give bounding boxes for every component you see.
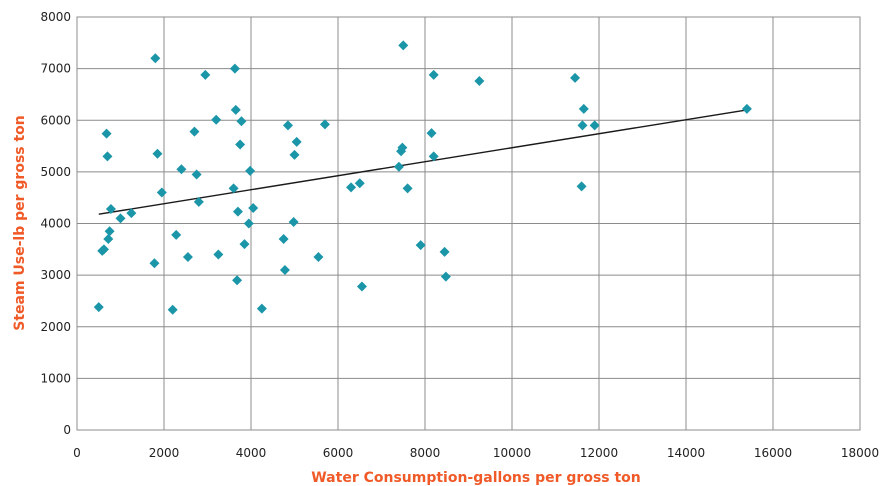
data-point [211,114,222,125]
trendline-layer [98,109,748,215]
data-point [439,246,450,257]
data-point [291,136,302,147]
data-point [228,183,239,194]
data-point [189,126,200,137]
data-point [356,281,367,292]
data-point [200,69,211,80]
grid-lines [76,16,861,431]
data-point [288,216,299,227]
y-tick-label: 6000 [40,113,71,127]
x-tick-label: 14000 [667,446,705,460]
data-point [235,139,246,150]
data-point [589,120,600,131]
x-tick-label: 16000 [754,446,792,460]
data-point [101,128,112,139]
data-point [428,69,439,80]
data-point [346,182,357,193]
x-tick-label: 0 [73,446,81,460]
data-point [576,181,587,192]
data-point [474,76,485,87]
data-point [176,164,187,175]
y-tick-label: 5000 [40,165,71,179]
x-tick-label: 4000 [236,446,267,460]
data-point [398,40,409,51]
data-point [426,128,437,139]
data-point [741,103,752,114]
data-point [126,208,137,219]
data-point [232,275,243,286]
data-point [150,53,161,64]
data-point [279,264,290,275]
data-point [428,151,439,162]
data-point [232,206,243,217]
x-tick-label: 10000 [493,446,531,460]
data-point [319,119,330,130]
y-tick-label: 0 [63,423,71,437]
data-point [256,303,267,314]
y-tick-label: 8000 [40,10,71,24]
data-point [415,240,426,251]
data-point [278,233,289,244]
data-point [354,178,365,189]
y-axis-ticks: 0 1000 2000 3000 4000 5000 6000 7000 8000 [40,10,71,437]
data-point [171,229,182,240]
data-point [282,120,293,131]
y-tick-label: 4000 [40,217,71,231]
data-point [182,252,193,263]
data-point [397,142,408,153]
data-point [98,244,109,255]
x-tick-label: 6000 [323,446,354,460]
data-point [156,187,167,198]
data-point [191,169,202,180]
trendline [98,109,748,215]
x-axis-title: Water Consumption-gallons per gross ton [311,470,641,486]
data-point [193,196,204,207]
data-point [115,213,126,224]
y-tick-label: 2000 [40,320,71,334]
data-point [103,233,114,244]
data-point [289,149,300,160]
data-point [245,165,256,176]
x-tick-label: 18000 [841,446,879,460]
x-tick-label: 2000 [149,446,180,460]
data-point [570,72,581,83]
data-point [248,203,259,214]
data-point [102,151,113,162]
data-point [578,103,589,114]
data-point [104,226,115,237]
data-point [440,271,451,282]
x-tick-label: 8000 [410,446,441,460]
data-point [152,148,163,159]
y-tick-label: 3000 [40,268,71,282]
data-point [239,239,250,250]
data-point [167,304,178,315]
data-point [229,63,240,74]
data-point [105,204,116,215]
data-point [313,252,324,263]
data-point [93,302,104,313]
data-point [393,161,404,172]
y-tick-label: 1000 [40,371,71,385]
y-tick-label: 7000 [40,62,71,76]
x-tick-label: 12000 [580,446,618,460]
x-axis-ticks: 0 2000 4000 6000 8000 10000 12000 14000 16000 180… [73,446,879,460]
data-point [577,120,588,131]
data-point [402,183,413,194]
data-point [236,116,247,127]
data-points [93,40,752,315]
data-point [243,218,254,229]
y-axis-title: Steam Use-lb per gross ton [12,115,28,331]
data-point [149,258,160,269]
plot-area [76,16,861,431]
data-point [213,249,224,260]
data-point [230,104,241,115]
